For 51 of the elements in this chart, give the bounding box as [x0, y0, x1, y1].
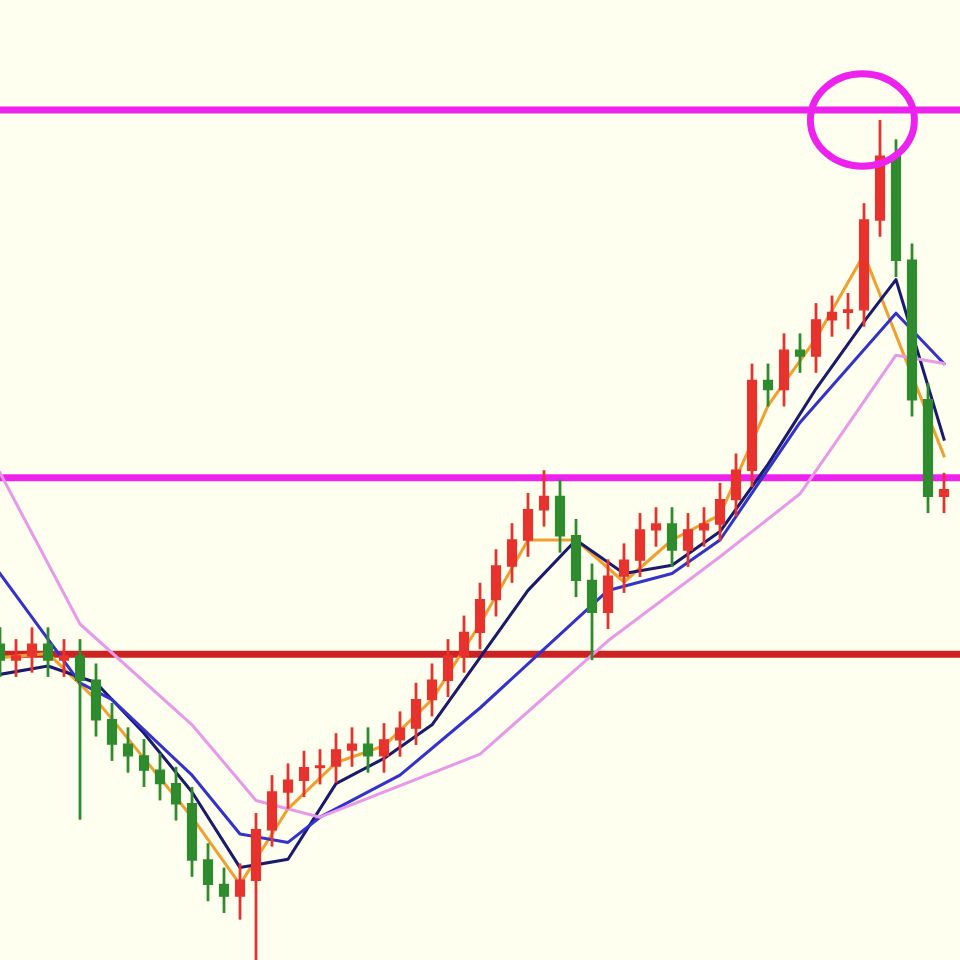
- candlestick: [586, 562, 598, 662]
- candlestick: [282, 762, 294, 811]
- candlestick: [490, 547, 502, 618]
- candlestick: [522, 491, 534, 559]
- candlestick: [570, 517, 582, 599]
- candlestick: [618, 541, 630, 595]
- candlestick: [266, 773, 278, 848]
- candlestick: [122, 725, 134, 775]
- candlestick: [538, 468, 550, 528]
- candlestick: [42, 625, 54, 679]
- candlestick: [202, 841, 214, 903]
- candlestick: [938, 471, 950, 515]
- candlestick: [442, 637, 454, 699]
- candlestick: [682, 511, 694, 569]
- candlestick: [58, 637, 70, 679]
- candlestick: [650, 505, 662, 549]
- candlestick: [810, 301, 822, 375]
- candlestick: [90, 662, 102, 738]
- candlestick: [794, 331, 806, 375]
- candlestick: [826, 294, 838, 339]
- candlestick: [378, 721, 390, 775]
- candlestick: [842, 291, 854, 331]
- candlestick: [330, 731, 342, 785]
- candlestick: [10, 637, 22, 679]
- candlestick: [170, 765, 182, 822]
- candlestick: [762, 362, 774, 408]
- candlestick: [778, 331, 790, 408]
- candlestick: [346, 725, 358, 769]
- candlestick: [714, 481, 726, 543]
- candlestick: [394, 709, 406, 759]
- candlestick: [362, 725, 374, 775]
- candlestick: [634, 511, 646, 579]
- candlestick: [474, 581, 486, 651]
- candlestick: [74, 637, 86, 822]
- candlestick: [426, 662, 438, 718]
- candlestick: [234, 862, 246, 922]
- candlestick: [314, 747, 326, 786]
- candlestick: [106, 701, 118, 763]
- candlestick: [730, 452, 742, 518]
- candlestick: [458, 614, 470, 675]
- candlestick: [666, 505, 678, 569]
- candlestick: [154, 751, 166, 802]
- candlestick: [218, 866, 230, 915]
- candlestick: [26, 625, 38, 675]
- candlestick: [506, 521, 518, 585]
- candlestick: [698, 505, 710, 549]
- candlestick: [602, 557, 614, 631]
- candlestick: [138, 737, 150, 789]
- candlestick: [298, 749, 310, 799]
- candlestick: [410, 681, 422, 747]
- candlestick: [554, 478, 566, 554]
